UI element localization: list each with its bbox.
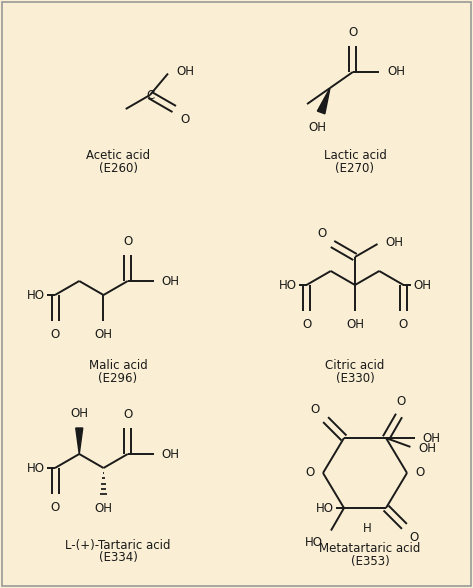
Text: Malic acid: Malic acid (88, 359, 148, 372)
Text: OH: OH (419, 442, 437, 455)
Text: OH: OH (162, 275, 180, 288)
Text: (E334): (E334) (98, 552, 138, 564)
Text: O: O (310, 403, 320, 416)
Text: OH: OH (95, 502, 113, 515)
Text: Citric acid: Citric acid (325, 359, 385, 372)
Polygon shape (317, 88, 330, 114)
Text: O: O (317, 227, 326, 240)
Text: (E260): (E260) (98, 162, 138, 175)
Text: HO: HO (27, 462, 45, 475)
Text: OH: OH (95, 328, 113, 341)
Text: OH: OH (387, 65, 405, 78)
Text: HO: HO (27, 289, 45, 302)
Text: OH: OH (346, 318, 364, 331)
Text: OH: OH (413, 279, 431, 292)
Text: (E330): (E330) (336, 372, 374, 385)
Text: Acetic acid: Acetic acid (86, 149, 150, 162)
Text: O: O (410, 532, 419, 544)
Text: O: O (51, 501, 60, 514)
Text: HO: HO (279, 279, 297, 292)
Text: O: O (396, 396, 406, 409)
Text: Metatartaric acid: Metatartaric acid (319, 542, 420, 554)
Text: O: O (123, 408, 132, 421)
Text: OH: OH (70, 407, 88, 420)
Text: L-(+)-Tartaric acid: L-(+)-Tartaric acid (65, 539, 171, 552)
Text: OH: OH (422, 432, 441, 445)
Text: C: C (146, 89, 154, 102)
Text: OH: OH (308, 122, 326, 135)
Text: O: O (302, 318, 311, 331)
Text: O: O (415, 466, 424, 479)
Text: OH: OH (385, 236, 403, 249)
Text: O: O (399, 318, 408, 331)
Text: O: O (348, 26, 358, 39)
Text: O: O (180, 113, 190, 126)
Text: H: H (363, 522, 371, 535)
Text: OH: OH (162, 447, 180, 460)
Text: Lactic acid: Lactic acid (324, 149, 386, 162)
Text: O: O (306, 466, 315, 479)
Text: (E296): (E296) (98, 372, 138, 385)
Text: O: O (51, 328, 60, 341)
Text: (E270): (E270) (335, 162, 375, 175)
Text: OH: OH (176, 65, 194, 78)
Text: (E353): (E353) (350, 554, 389, 567)
Text: O: O (123, 235, 132, 248)
Polygon shape (76, 428, 83, 454)
Text: HO: HO (305, 536, 323, 549)
Text: HO: HO (316, 502, 334, 514)
